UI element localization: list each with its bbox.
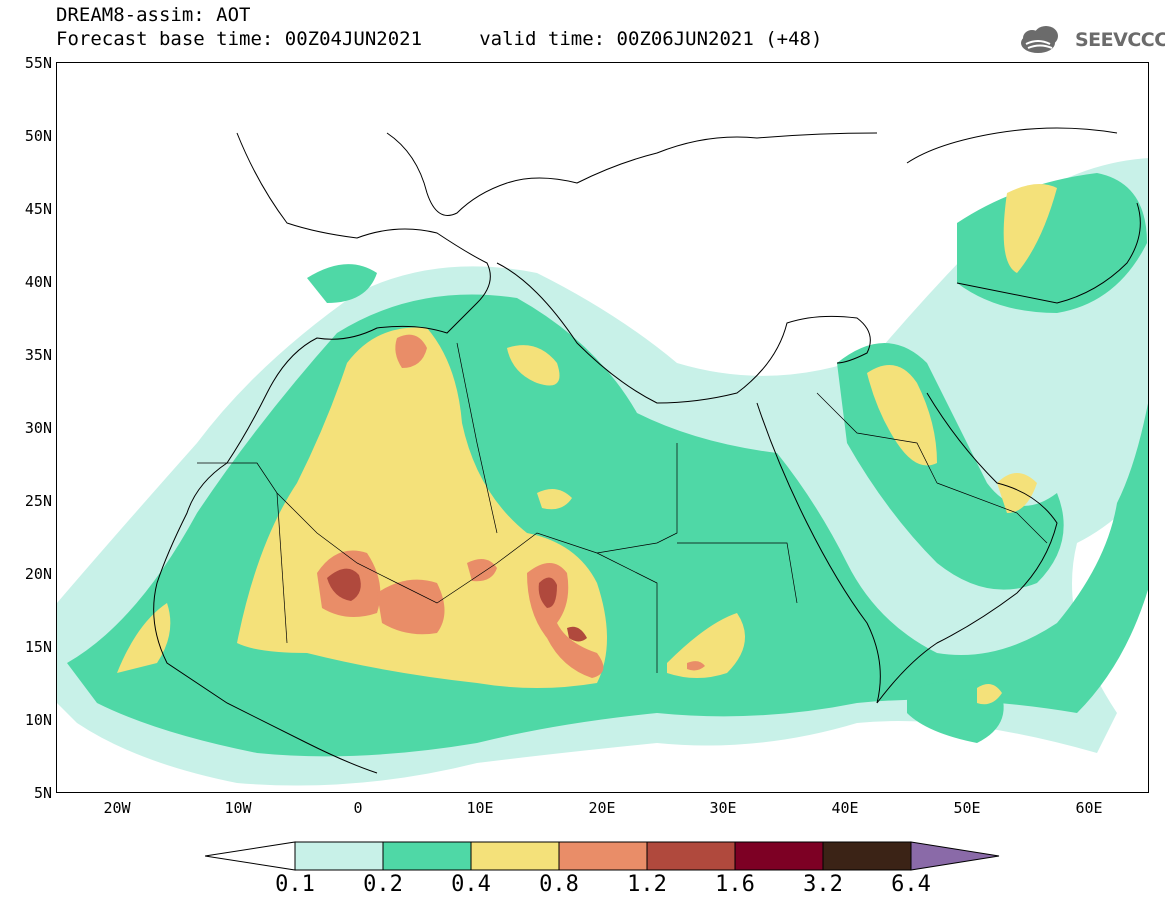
lat-label: 50N — [24, 127, 52, 145]
colorbar-label: 0.1 — [275, 872, 315, 897]
lon-label: 40E — [831, 799, 859, 817]
lon-label: 60E — [1075, 799, 1103, 817]
lon-label: 10E — [466, 799, 494, 817]
aot-band-1.2 — [327, 568, 587, 642]
aot-map — [56, 62, 1149, 793]
coastlines — [153, 127, 1141, 774]
lat-label: 30N — [24, 419, 52, 437]
country-borders — [197, 342, 1048, 673]
aot-field — [57, 127, 1148, 786]
lon-label: 0 — [353, 799, 363, 817]
colorbar-segment — [734, 841, 824, 871]
cloud-icon — [1021, 26, 1058, 53]
colorbar-arrow-low — [205, 841, 296, 871]
lon-label: 50E — [953, 799, 981, 817]
lat-label: 45N — [24, 200, 52, 218]
lat-label: 40N — [24, 273, 52, 291]
colorbar-segment — [646, 841, 736, 871]
colorbar-arrow-high — [910, 841, 1000, 871]
lon-label: 10W — [224, 799, 252, 817]
seevccc-logo — [1021, 26, 1058, 53]
lon-label: 30E — [709, 799, 737, 817]
lon-label: 20E — [588, 799, 616, 817]
map-title: DREAM8-assim: AOT — [56, 4, 251, 26]
lon-label: 20W — [103, 799, 131, 817]
colorbar-label: 3.2 — [803, 872, 843, 897]
lat-label: 15N — [24, 638, 52, 656]
colorbar-label: 1.2 — [627, 872, 667, 897]
lat-label: 20N — [24, 565, 52, 583]
colorbar-label: 6.4 — [891, 872, 931, 897]
colorbar-label: 0.8 — [539, 872, 579, 897]
logo-text: SEEVCCC — [1075, 29, 1165, 51]
lat-label: 25N — [24, 492, 52, 510]
colorbar-segment — [294, 841, 384, 871]
colorbar-label: 0.4 — [451, 872, 491, 897]
colorbar-segment — [470, 841, 560, 871]
lat-label: 10N — [24, 711, 52, 729]
colorbar-label: 0.2 — [363, 872, 403, 897]
forecast-times: Forecast base time: 00Z04JUN2021 valid t… — [56, 28, 823, 50]
lat-label: 5N — [33, 784, 52, 802]
colorbar-segment — [382, 841, 472, 871]
lat-label: 55N — [24, 54, 52, 72]
lat-label: 35N — [24, 346, 52, 364]
colorbar-label: 1.6 — [715, 872, 755, 897]
colorbar — [205, 841, 1000, 871]
colorbar-segment — [822, 841, 912, 871]
colorbar-segment — [558, 841, 648, 871]
